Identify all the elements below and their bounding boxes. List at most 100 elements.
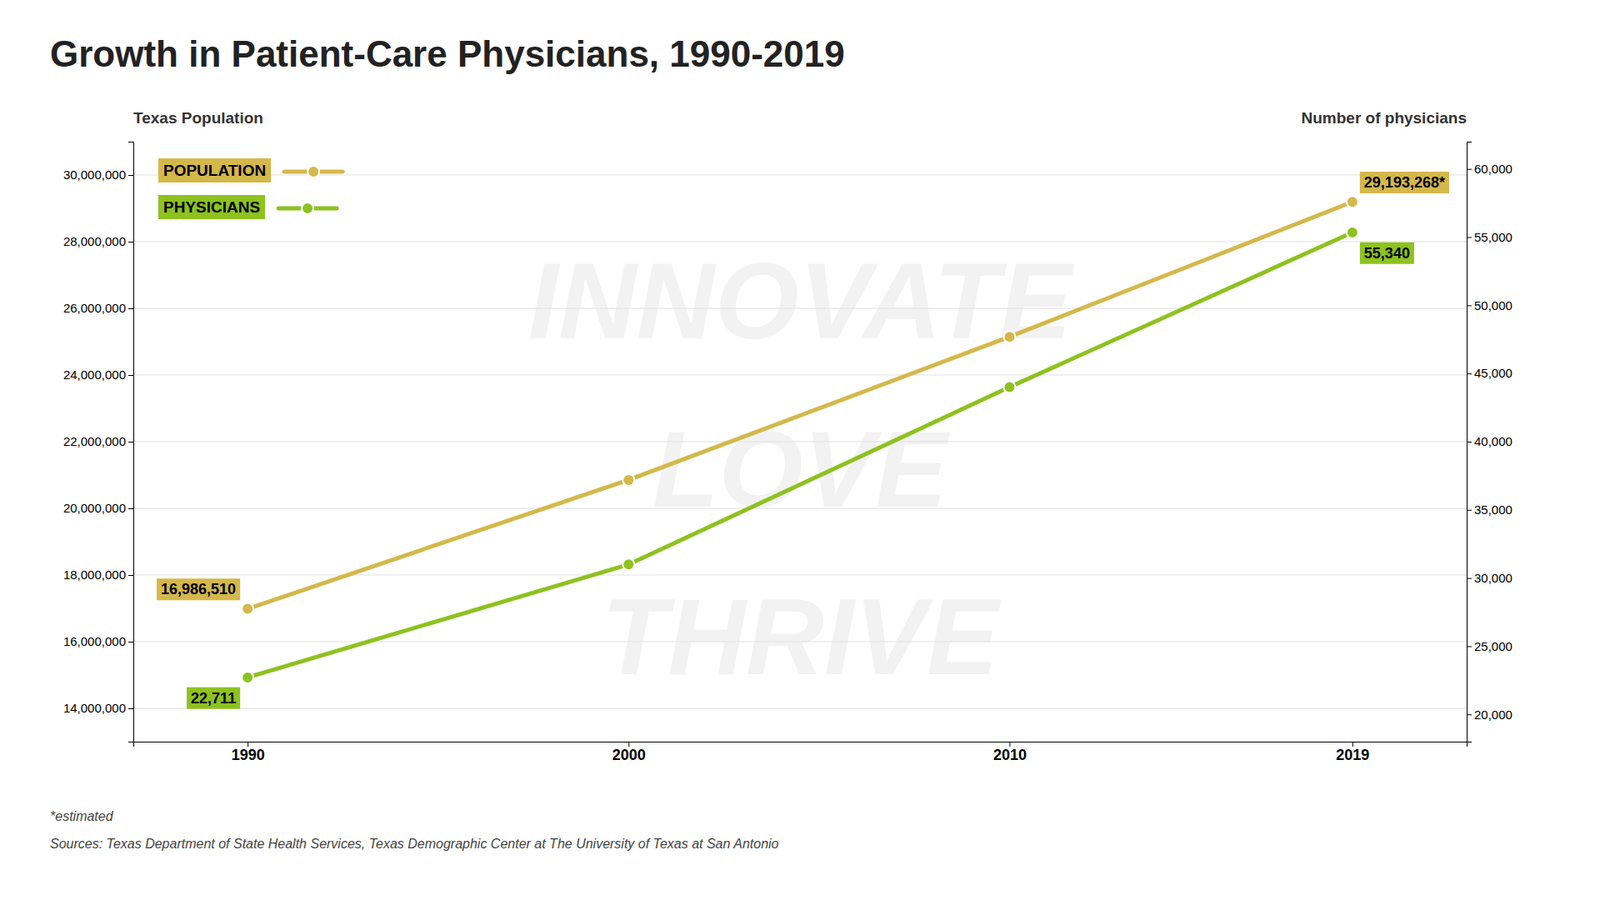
legend-label: POPULATION xyxy=(163,161,266,180)
axis-line xyxy=(1467,142,1473,743)
grid-line xyxy=(133,375,1467,376)
marker xyxy=(241,603,254,615)
tick-label: 20,000 xyxy=(1474,707,1513,722)
tick: 60,000 xyxy=(1466,161,1513,176)
watermark: THRIVE xyxy=(601,575,1002,698)
tick: 16,000,000 xyxy=(63,634,134,649)
legend-label-bg xyxy=(158,158,271,183)
grid-line xyxy=(133,708,1467,710)
tick-mark xyxy=(1466,169,1472,170)
axis-line xyxy=(128,142,135,743)
chart: INNOVATELOVETHRIVE199020002010201914,000… xyxy=(0,0,1600,900)
y-axis-title: Texas Population xyxy=(133,109,264,127)
grid-line xyxy=(133,575,1467,576)
tick-label: 30,000 xyxy=(1474,570,1513,585)
tick: 40,000 xyxy=(1466,434,1513,449)
legend-swatch-marker xyxy=(301,202,314,215)
tick: 28,000,000 xyxy=(63,234,134,249)
marker xyxy=(1003,330,1015,343)
plot-area: INNOVATELOVETHRIVE199020002010201914,000… xyxy=(63,142,1513,764)
tick-label: 22,000,000 xyxy=(63,434,126,449)
axis-line xyxy=(134,742,1468,748)
legend-label: PHYSICIANS xyxy=(163,198,260,216)
grid xyxy=(133,175,1467,709)
grid-line xyxy=(133,308,1467,310)
tick-mark xyxy=(128,308,134,310)
tick-mark xyxy=(1466,305,1472,306)
tick-mark xyxy=(1466,714,1472,715)
tick: 18,000,000 xyxy=(63,567,134,582)
tick: 25,000 xyxy=(1466,639,1513,654)
tick-mark xyxy=(1466,510,1472,511)
data-label-bg xyxy=(1360,171,1450,194)
tick-label: 25,000 xyxy=(1474,639,1513,654)
tick-label: 18,000,000 xyxy=(63,567,126,582)
grid-line xyxy=(133,441,1467,443)
data-label-bg xyxy=(1360,242,1415,265)
tick-label: 2010 xyxy=(993,746,1027,764)
data-label-text: 55,340 xyxy=(1364,245,1410,262)
tick-label: 50,000 xyxy=(1474,298,1513,313)
marker xyxy=(622,474,635,486)
series-line xyxy=(247,232,1353,678)
tick-label: 60,000 xyxy=(1474,161,1513,176)
title: Growth in Patient-Care Physicians, 1990-… xyxy=(50,33,845,75)
tick-mark xyxy=(1466,441,1472,443)
data-label-text: 22,711 xyxy=(190,690,236,707)
tick: 2010 xyxy=(993,741,1027,764)
footnote: *estimated xyxy=(50,809,115,824)
data-label: 22,711 xyxy=(186,687,240,710)
grid-line xyxy=(133,241,1467,243)
data-label-text: 16,986,510 xyxy=(160,580,236,598)
tick-mark xyxy=(128,375,134,376)
legend: POPULATION PHYSICIANS xyxy=(158,158,343,220)
series-line xyxy=(247,201,1353,609)
tick: 20,000,000 xyxy=(63,500,134,515)
grid-line xyxy=(133,508,1467,510)
tick-mark xyxy=(1466,578,1472,580)
tick-label: 40,000 xyxy=(1474,434,1513,449)
marker xyxy=(1003,381,1015,394)
tick: 55,000 xyxy=(1466,230,1513,245)
tick-label: 30,000,000 xyxy=(63,167,126,182)
tick: 2019 xyxy=(1335,741,1370,764)
tick: 22,000,000 xyxy=(63,434,134,449)
marker xyxy=(622,558,635,570)
axis: 1990200020102019 xyxy=(134,741,1468,764)
data-labels: 16,986,510 29,193,268* 22,711 55,340 xyxy=(156,171,1450,710)
tick-label: 45,000 xyxy=(1474,365,1513,380)
tick-label: 35,000 xyxy=(1474,502,1513,517)
tick-mark xyxy=(128,441,134,443)
data-label: 55,340 xyxy=(1360,242,1415,265)
legend-swatch-marker xyxy=(307,165,320,178)
data-label: 16,986,510 xyxy=(156,578,240,600)
legend-item: POPULATION xyxy=(158,158,343,183)
tick-label: 14,000,000 xyxy=(63,700,126,715)
sources: Sources: Texas Department of State Healt… xyxy=(50,836,780,851)
legend-item: PHYSICIANS xyxy=(158,195,337,220)
tick-label: 1990 xyxy=(231,746,265,764)
tick-mark xyxy=(128,708,134,710)
data-label-bg xyxy=(186,687,240,710)
tick: 24,000,000 xyxy=(63,367,134,382)
data-label-text: 29,193,268* xyxy=(1364,174,1445,191)
marker xyxy=(1346,226,1359,239)
tick-mark xyxy=(128,575,134,576)
tick: 1990 xyxy=(231,741,265,764)
tick: 30,000 xyxy=(1466,570,1513,585)
tick-mark xyxy=(128,175,134,176)
tick-label: 28,000,000 xyxy=(63,234,126,249)
tick-label: 26,000,000 xyxy=(63,300,126,315)
y2-axis-title: Number of physicians xyxy=(1301,109,1468,127)
tick-label: 2019 xyxy=(1335,746,1370,764)
tick: 50,000 xyxy=(1466,298,1513,313)
tick: 35,000 xyxy=(1466,502,1513,517)
data-label: 29,193,268* xyxy=(1360,171,1450,194)
tick-label: 20,000,000 xyxy=(63,500,126,515)
tick: 45,000 xyxy=(1466,365,1513,380)
tick: 20,000 xyxy=(1466,707,1513,722)
tick-mark xyxy=(128,241,134,243)
tick-mark xyxy=(1466,645,1472,647)
tick-mark xyxy=(1466,237,1472,239)
watermark: LOVE xyxy=(652,408,950,530)
